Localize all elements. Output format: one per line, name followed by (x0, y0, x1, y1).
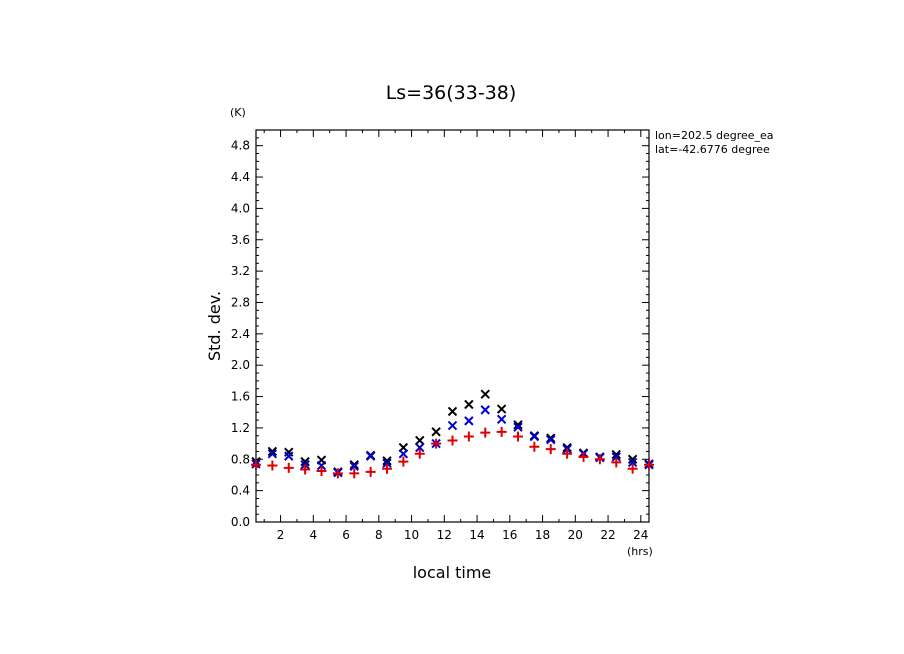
data-point (546, 434, 556, 445)
data-point (546, 433, 556, 443)
data-point (513, 431, 523, 442)
data-point (562, 442, 572, 453)
data-point (594, 454, 605, 465)
y-tick-label: 0.4 (231, 484, 250, 498)
x-tick-label: 20 (568, 528, 583, 542)
data-point (349, 468, 360, 479)
data-point (398, 449, 409, 459)
data-point (431, 427, 441, 437)
annotation-lat: lat=-42.6776 degree (655, 143, 770, 156)
data-point (447, 435, 458, 446)
x-tick-label: 4 (309, 528, 317, 542)
y-tick-label: 4.4 (231, 170, 250, 184)
y-tick-label: 4.0 (231, 201, 250, 215)
data-point (431, 438, 442, 449)
data-point (316, 460, 327, 471)
x-unit-label: (hrs) (627, 545, 653, 558)
data-point (447, 420, 458, 431)
y-tick-label: 4.8 (231, 139, 250, 153)
y-tick-label: 0.0 (231, 515, 250, 529)
data-point (611, 452, 621, 462)
x-tick-label: 8 (375, 528, 383, 542)
y-tick-label: 3.2 (231, 264, 250, 278)
data-point (627, 457, 638, 468)
data-point (415, 442, 425, 453)
data-point (562, 448, 573, 459)
data-point (300, 456, 310, 467)
x-tick-label: 18 (535, 528, 550, 542)
series-0 (251, 389, 654, 477)
series-2 (251, 426, 654, 479)
data-point (627, 454, 638, 464)
data-point (300, 464, 311, 475)
data-point (447, 406, 458, 417)
data-point (284, 451, 294, 461)
data-point (496, 414, 507, 425)
y-tick-label: 2.0 (231, 358, 250, 372)
data-point (644, 459, 654, 470)
data-point (513, 422, 523, 432)
x-tick-label: 6 (342, 528, 350, 542)
x-axis-title: local time (413, 563, 492, 582)
chart-title: Ls=36(33-38) (386, 82, 517, 104)
y-tick-label: 1.2 (231, 421, 250, 435)
data-point (545, 444, 556, 455)
annotation-lon: lon=202.5 degree_ea (655, 129, 774, 142)
data-point (578, 451, 589, 462)
data-point (480, 389, 490, 399)
data-point (415, 435, 425, 446)
data-point (267, 446, 278, 457)
data-point (611, 449, 621, 460)
y-tick-label: 2.4 (231, 327, 250, 341)
data-point (349, 461, 359, 472)
y-axis-title: Std. dev. (205, 291, 224, 361)
x-tick-label: 16 (502, 528, 517, 542)
plot-frame (255, 129, 650, 523)
x-tick-label: 22 (600, 528, 615, 542)
y-unit-label: (K) (230, 106, 246, 119)
data-point (365, 451, 376, 461)
x-tick-label: 2 (277, 528, 285, 542)
y-tick-label: 3.6 (231, 233, 250, 247)
data-point (283, 462, 294, 473)
data-point (480, 427, 491, 438)
data-point (529, 441, 540, 452)
data-point (267, 460, 278, 471)
data-point (349, 460, 359, 470)
data-point (480, 405, 490, 415)
data-point (513, 420, 523, 430)
x-tick-label: 14 (469, 528, 484, 542)
data-point (398, 456, 409, 467)
data-point (414, 448, 425, 459)
data-point (463, 431, 474, 442)
data-point (529, 431, 540, 442)
data-point (496, 426, 507, 437)
data-point (365, 466, 376, 477)
data-point (382, 463, 392, 474)
x-tick-label: 24 (633, 528, 648, 542)
y-tick-label: 0.8 (231, 452, 250, 466)
data-point (464, 416, 474, 426)
data-point (627, 463, 638, 474)
data-point (267, 449, 278, 459)
data-point (464, 399, 474, 410)
y-tick-label: 1.6 (231, 390, 250, 404)
data-point (382, 456, 392, 466)
x-tick-label: 12 (437, 528, 452, 542)
data-point (611, 457, 622, 468)
data-point (496, 404, 507, 414)
x-tick-label: 10 (404, 528, 419, 542)
data-point (382, 458, 392, 468)
data-point (316, 466, 327, 477)
data-point (332, 468, 343, 479)
data-point (251, 459, 261, 470)
y-tick-label: 2.8 (231, 295, 250, 309)
